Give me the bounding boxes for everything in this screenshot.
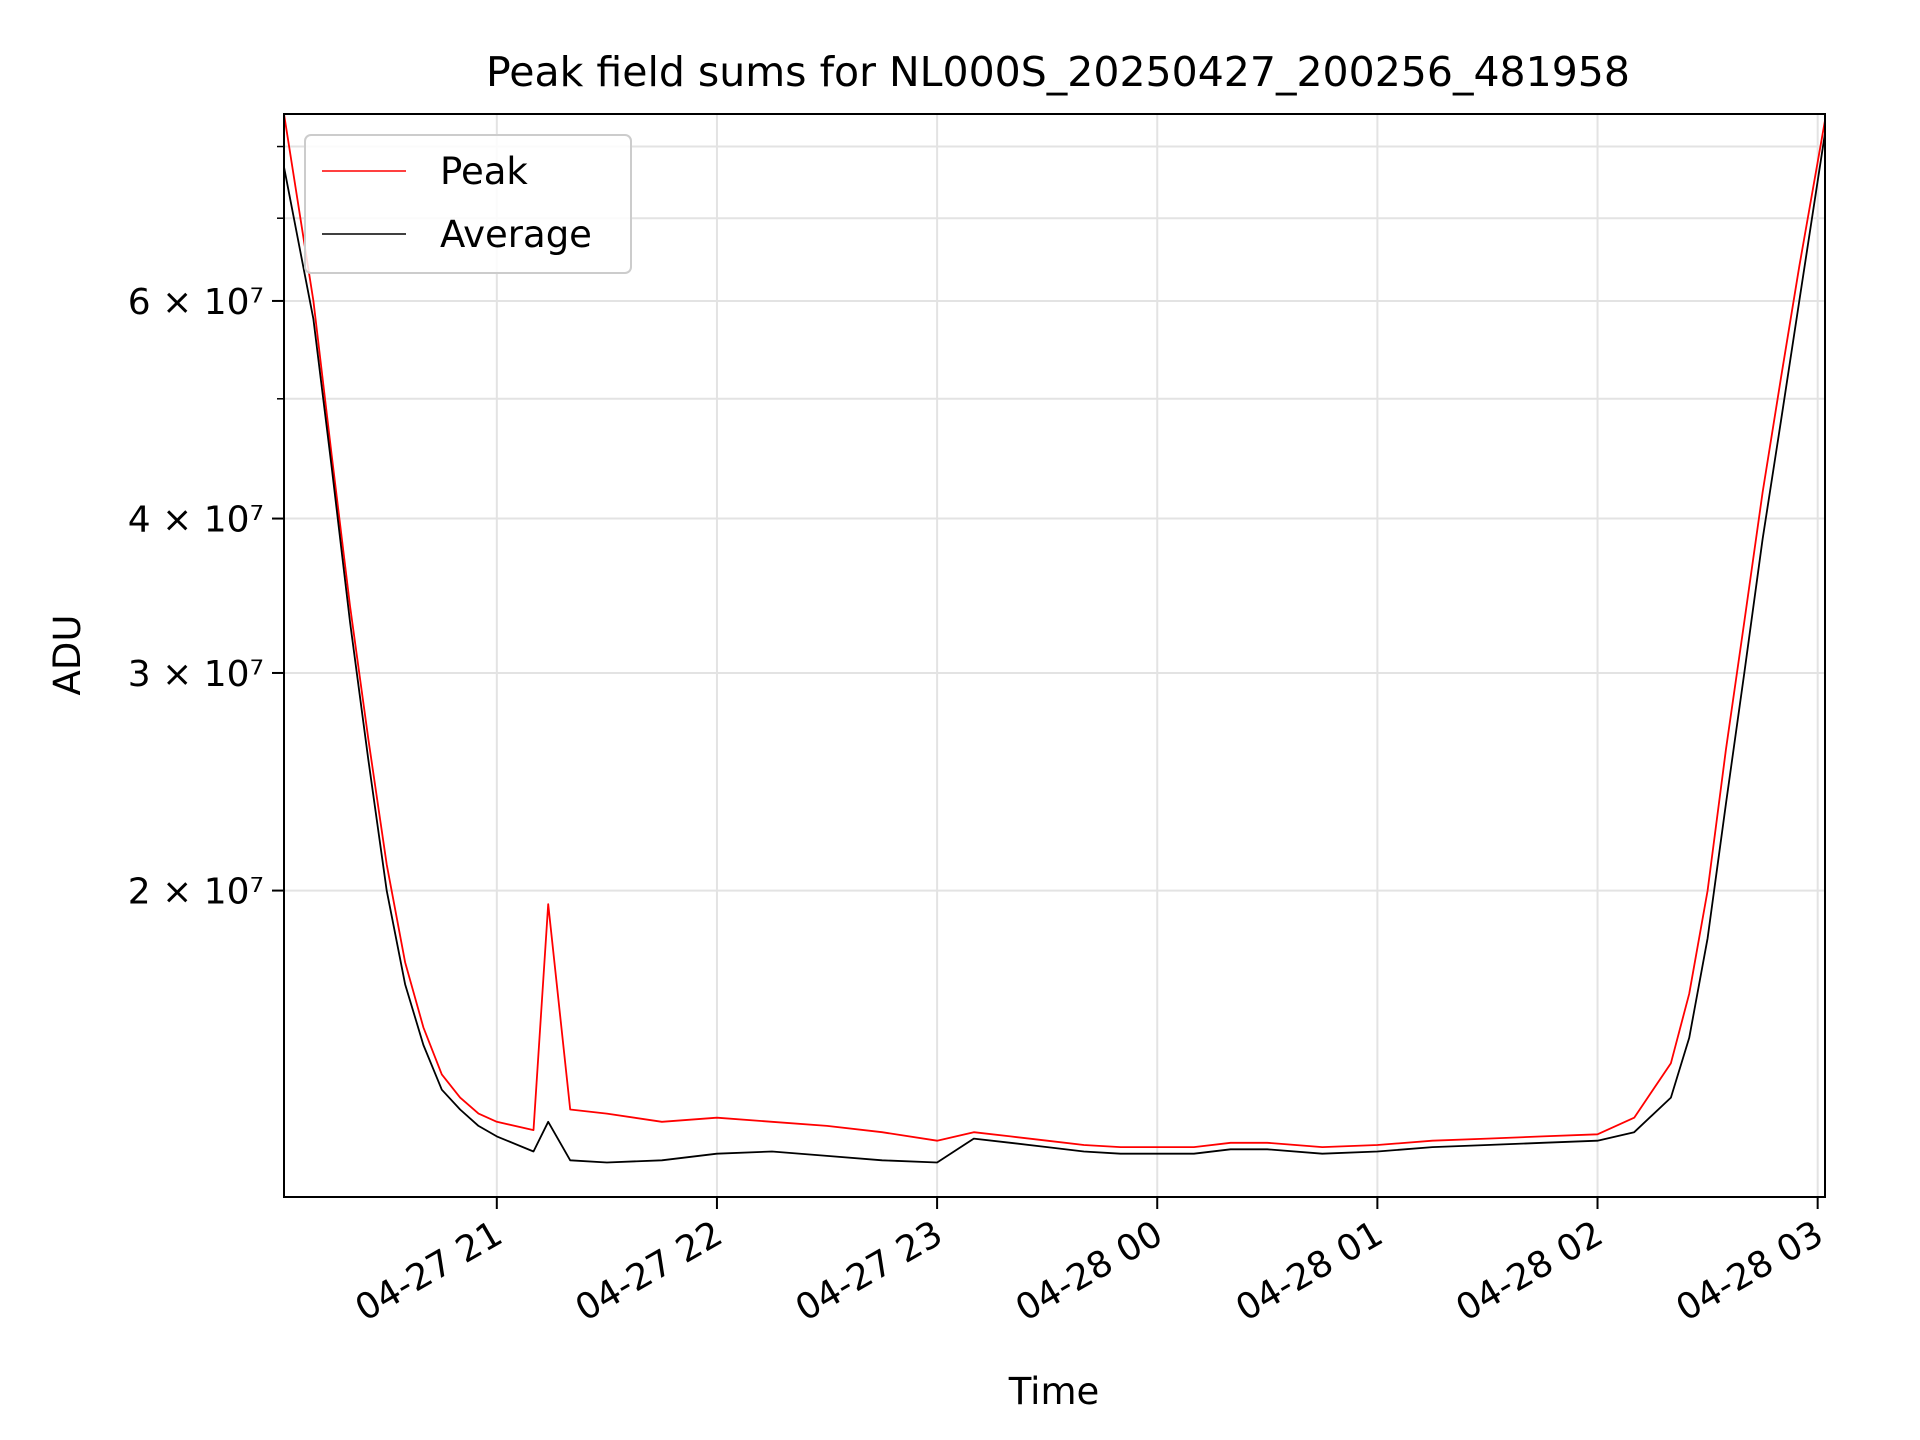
y-tick-label: 4 × 10⁷ — [128, 500, 264, 541]
series-layer — [283, 113, 1826, 1164]
grid-lines — [284, 114, 1825, 1197]
y-tick-label: 3 × 10⁷ — [128, 654, 264, 695]
y-tick-label: 6 × 10⁷ — [128, 282, 264, 323]
y-axis-label: ADU — [46, 615, 89, 696]
legend-label-average: Average — [440, 213, 592, 256]
legend-label-peak: Peak — [440, 150, 528, 193]
x-axis-label: Time — [1008, 1370, 1100, 1413]
series-line-average — [283, 133, 1826, 1164]
plot-frame — [283, 113, 1826, 1198]
series-line-peak — [283, 113, 1826, 1148]
legend-box — [304, 134, 632, 274]
chart-title: Peak field sums for NL000S_20250427_2002… — [486, 48, 1630, 96]
legend: Peak Average — [304, 134, 632, 274]
y-tick-label: 2 × 10⁷ — [128, 872, 264, 913]
